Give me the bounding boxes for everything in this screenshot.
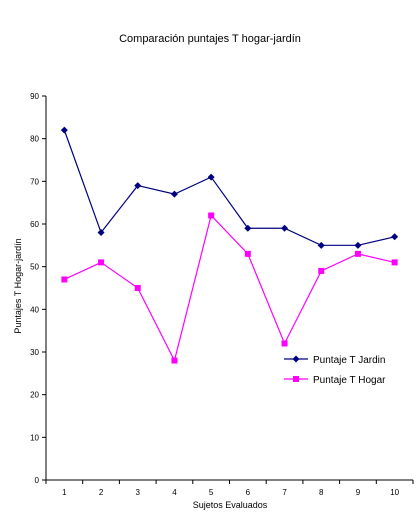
x-axis-label: Sujetos Evaluados <box>193 500 268 510</box>
data-point-hogar <box>208 212 215 219</box>
data-point-hogar <box>61 276 68 283</box>
series-layer <box>60 126 399 364</box>
data-point-jardin <box>354 241 362 249</box>
data-point-hogar <box>354 250 361 257</box>
legend-label: Puntaje T Hogar <box>313 375 386 386</box>
data-point-hogar <box>171 357 178 364</box>
data-point-hogar <box>134 285 141 291</box>
x-tick-label: 3 <box>136 488 141 497</box>
data-point-jardin <box>60 126 68 134</box>
x-tick-label: 2 <box>99 488 104 497</box>
data-point-hogar <box>98 259 105 266</box>
legend-marker <box>292 355 300 363</box>
x-tick-label: 9 <box>356 488 361 497</box>
x-tick-label: 4 <box>172 488 177 497</box>
x-tick-label: 7 <box>282 488 287 497</box>
data-point-jardin <box>97 229 105 237</box>
x-tick-label: 6 <box>246 488 251 497</box>
data-point-jardin <box>170 190 178 198</box>
y-tick-label: 60 <box>30 220 39 229</box>
data-point-jardin <box>281 224 289 232</box>
y-tick-label: 80 <box>30 135 39 144</box>
y-tick-label: 70 <box>30 177 39 186</box>
legend-item-hogar: Puntaje T Hogar <box>284 375 386 386</box>
y-tick-label: 0 <box>35 476 40 485</box>
series-hogar <box>61 212 398 364</box>
x-tick-label: 8 <box>319 488 324 497</box>
data-point-jardin <box>391 233 399 241</box>
legend-label: Puntaje T Jardin <box>313 355 385 366</box>
data-point-hogar <box>244 250 251 257</box>
y-tick-label: 40 <box>30 305 39 314</box>
legend-marker <box>293 376 299 382</box>
y-tick-label: 30 <box>30 348 39 357</box>
data-point-jardin <box>244 224 252 232</box>
y-tick-label: 10 <box>30 433 39 442</box>
x-tick-label: 5 <box>209 488 214 497</box>
y-tick-label: 20 <box>30 391 39 400</box>
chart-title: Comparación puntajes T hogar-jardín <box>119 33 301 45</box>
data-point-jardin <box>207 173 215 181</box>
legend-item-jardin: Puntaje T Jardin <box>284 355 385 366</box>
x-tick-label: 10 <box>390 488 399 497</box>
data-point-jardin <box>317 241 325 249</box>
series-jardin <box>60 126 399 249</box>
axes: 0 10 20 30 40 50 60 70 80 90 1 2 3 4 5 6 7 8 9 10 <box>30 92 414 497</box>
data-point-hogar <box>281 340 288 347</box>
series-line-hogar <box>64 214 395 363</box>
data-point-jardin <box>134 182 142 190</box>
y-tick-label: 90 <box>30 92 39 101</box>
data-point-hogar <box>391 259 398 266</box>
legend: Puntaje T Jardin Puntaje T Hogar <box>284 355 386 386</box>
y-tick-label: 50 <box>30 263 39 272</box>
series-line-jardin <box>63 129 395 246</box>
data-point-hogar <box>318 267 325 274</box>
x-tick-label: 1 <box>62 488 67 497</box>
y-axis-label: Puntajes T Hogar-jardín <box>13 238 23 333</box>
